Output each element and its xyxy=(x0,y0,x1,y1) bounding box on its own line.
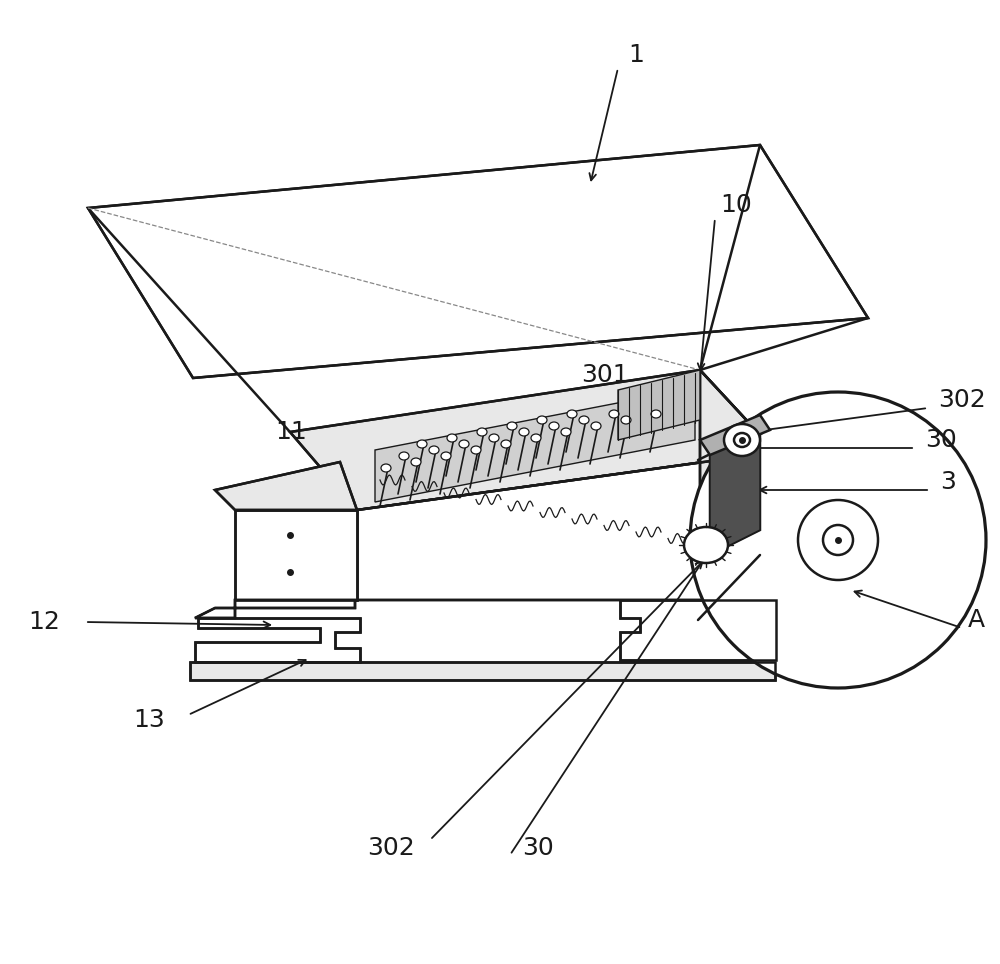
Text: 30: 30 xyxy=(522,836,554,860)
Text: 302: 302 xyxy=(367,836,415,860)
Polygon shape xyxy=(235,510,357,600)
Polygon shape xyxy=(710,430,760,555)
Ellipse shape xyxy=(579,416,589,424)
Text: 10: 10 xyxy=(720,193,752,217)
Polygon shape xyxy=(215,462,357,510)
Polygon shape xyxy=(190,662,775,680)
Ellipse shape xyxy=(441,452,451,460)
Polygon shape xyxy=(700,415,770,455)
Ellipse shape xyxy=(519,428,529,436)
Text: 3: 3 xyxy=(940,470,956,494)
Polygon shape xyxy=(290,370,776,510)
Polygon shape xyxy=(195,618,360,662)
Text: 302: 302 xyxy=(938,388,986,412)
Polygon shape xyxy=(620,600,776,660)
Polygon shape xyxy=(700,370,776,600)
Ellipse shape xyxy=(537,416,547,424)
Polygon shape xyxy=(195,600,355,618)
Text: 11: 11 xyxy=(275,420,307,444)
Ellipse shape xyxy=(507,422,517,430)
Ellipse shape xyxy=(549,422,559,430)
Text: 30: 30 xyxy=(925,428,957,452)
Text: 12: 12 xyxy=(28,610,60,634)
Ellipse shape xyxy=(823,525,853,555)
Ellipse shape xyxy=(477,428,487,436)
Ellipse shape xyxy=(684,527,728,563)
Ellipse shape xyxy=(429,446,439,454)
Ellipse shape xyxy=(489,434,499,442)
Ellipse shape xyxy=(651,410,661,418)
Ellipse shape xyxy=(459,440,469,448)
Ellipse shape xyxy=(609,410,619,418)
Ellipse shape xyxy=(798,500,878,580)
Polygon shape xyxy=(375,388,695,502)
Polygon shape xyxy=(357,452,776,600)
Ellipse shape xyxy=(447,434,457,442)
Ellipse shape xyxy=(561,428,571,436)
Ellipse shape xyxy=(501,440,511,448)
Ellipse shape xyxy=(591,422,601,430)
Ellipse shape xyxy=(411,458,421,466)
Text: 13: 13 xyxy=(133,708,165,732)
Ellipse shape xyxy=(381,464,391,472)
Ellipse shape xyxy=(399,452,409,460)
Ellipse shape xyxy=(531,434,541,442)
Ellipse shape xyxy=(724,424,760,456)
Text: 301: 301 xyxy=(581,363,629,387)
Text: 1: 1 xyxy=(628,43,644,67)
Ellipse shape xyxy=(567,410,577,418)
Polygon shape xyxy=(710,430,760,555)
Ellipse shape xyxy=(471,446,481,454)
Polygon shape xyxy=(88,145,868,378)
Polygon shape xyxy=(618,370,700,440)
Ellipse shape xyxy=(690,392,986,688)
Ellipse shape xyxy=(417,440,427,448)
Text: A: A xyxy=(968,608,985,632)
Ellipse shape xyxy=(734,433,750,447)
Ellipse shape xyxy=(621,416,631,424)
